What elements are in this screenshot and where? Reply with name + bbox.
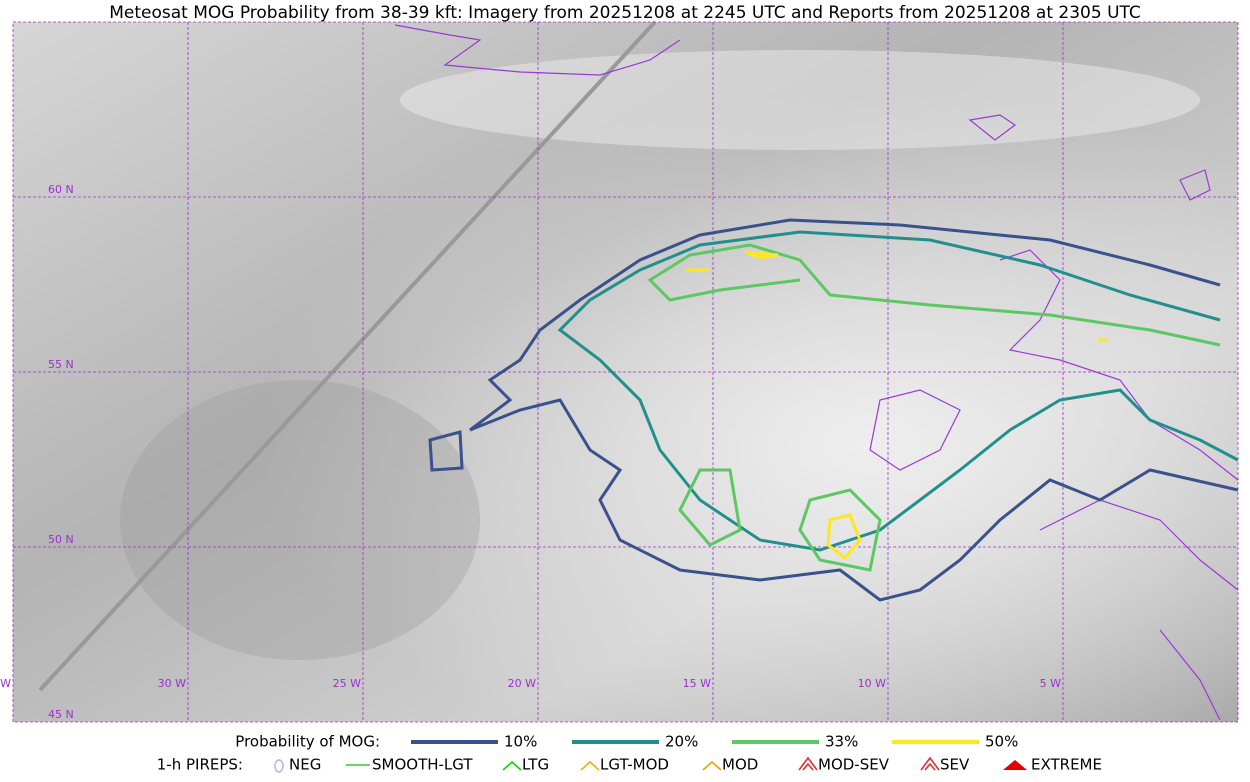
legend-label: 20% [665, 733, 698, 751]
legend-symbol [798, 756, 818, 771]
legend-label: NEG [289, 756, 321, 774]
contours [428, 218, 1239, 602]
legend-heading: 1-h PIREPS: [157, 756, 243, 774]
coastlines [394, 24, 1239, 721]
lon-label: 5 W [1040, 677, 1061, 690]
lat-label: 55 N [48, 358, 74, 371]
legend-symbol [580, 760, 600, 771]
lat-label: 60 N [48, 183, 74, 196]
lon-label: 25 W [333, 677, 361, 690]
lon-label: 30 W [158, 677, 186, 690]
legend-label: 10% [504, 733, 537, 751]
map-title: Meteosat MOG Probability from 38-39 kft:… [109, 3, 1141, 23]
legend-label: LTG [522, 756, 549, 774]
lon-label: 35 W [0, 677, 11, 690]
lon-label: 20 W [508, 677, 536, 690]
legend-symbol [920, 756, 940, 771]
legend-label: 50% [985, 733, 1018, 751]
lon-label: 10 W [858, 677, 886, 690]
legend-label: EXTREME [1031, 756, 1102, 774]
legend-label: SMOOTH-LGT [372, 756, 473, 774]
legend-label: LGT-MOD [600, 756, 669, 774]
lat-label: 45 N [48, 708, 74, 721]
grid-labels: 60 N 55 N 50 N 45 N 35 W 30 W 25 W 20 W 15 W 10 W… [0, 183, 1061, 721]
legend-symbol [274, 759, 284, 773]
legend-label: MOD [722, 756, 758, 774]
legend: Probability of MOG: 10% 20% 33% 50% 1-h PIREP… [157, 733, 1102, 774]
legend-symbol [502, 760, 522, 771]
legend-symbol [1003, 760, 1027, 770]
legend-symbol [702, 760, 722, 771]
legend-label: 33% [825, 733, 858, 751]
legend-label: MOD-SEV [818, 756, 890, 774]
legend-label: SEV [940, 756, 970, 774]
legend-heading: Probability of MOG: [235, 733, 380, 751]
lon-label: 15 W [683, 677, 711, 690]
grid [12, 21, 1239, 723]
lat-label: 50 N [48, 533, 74, 546]
